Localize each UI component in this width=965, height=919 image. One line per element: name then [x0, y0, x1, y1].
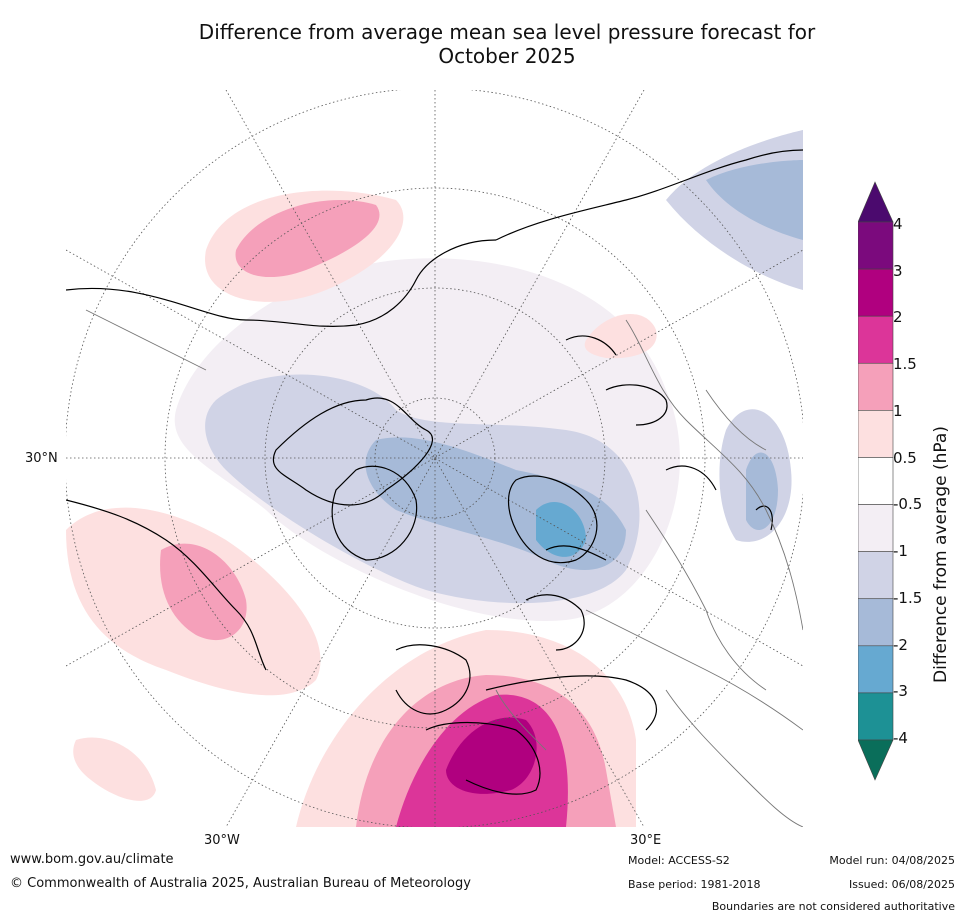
latitude-label: 30°N	[25, 451, 58, 466]
colorbar	[857, 180, 958, 785]
colorbar-tick: 0.5	[893, 449, 917, 467]
colorbar-segment	[857, 315, 894, 364]
negative-anomaly-fields	[174, 130, 803, 621]
colorbar-tick: 4	[893, 215, 903, 233]
colorbar-segment	[857, 221, 894, 270]
colorbar-svg	[857, 181, 894, 781]
colorbar-segment	[857, 551, 894, 600]
polar-map	[66, 90, 803, 827]
map-title: Difference from average mean sea level p…	[150, 20, 864, 68]
longitude-label-east: 30°E	[630, 833, 662, 848]
colorbar-tick: 3	[893, 262, 903, 280]
colorbar-segments	[857, 221, 894, 741]
graticule	[66, 90, 803, 827]
colorbar-segment	[857, 598, 894, 647]
colorbar-tick: -1.5	[893, 589, 923, 607]
base-period-text: Base period: 1981-2018	[628, 878, 761, 891]
colorbar-segment	[857, 268, 894, 317]
colorbar-tick: 1.5	[893, 355, 917, 373]
colorbar-title: Difference from average (hPa)	[931, 426, 951, 683]
colorbar-segment	[857, 410, 894, 458]
copyright-text: © Commonwealth of Australia 2025, Austra…	[10, 876, 471, 891]
longitude-label-west: 30°W	[204, 833, 240, 848]
colorbar-bottom-arrow	[857, 739, 894, 781]
coastlines	[66, 149, 803, 795]
issued-text: Issued: 06/08/2025	[848, 878, 955, 891]
model-text: Model: ACCESS-S2	[628, 854, 730, 867]
disclaimer-text: Boundaries are not considered authoritat…	[711, 900, 955, 913]
colorbar-tick: -1	[893, 542, 908, 560]
colorbar-tick: -2	[893, 636, 908, 654]
colorbar-segment	[857, 645, 894, 694]
title-line-2: October 2025	[438, 44, 576, 68]
colorbar-tick: -4	[893, 729, 908, 747]
colorbar-top-arrow	[857, 181, 894, 223]
colorbar-segment	[857, 457, 894, 505]
website-link[interactable]: www.bom.gov.au/climate	[10, 852, 174, 867]
colorbar-tick: 2	[893, 308, 903, 326]
model-run-text: Model run: 04/08/2025	[829, 854, 955, 867]
colorbar-segment	[857, 504, 894, 552]
map-svg	[66, 90, 803, 827]
colorbar-tick: 1	[893, 402, 903, 420]
colorbar-segment	[857, 362, 894, 411]
country-boundaries	[85, 309, 803, 827]
colorbar-segment	[857, 692, 894, 741]
colorbar-tick: -0.5	[893, 495, 923, 513]
colorbar-tick: -3	[893, 682, 908, 700]
title-line-1: Difference from average mean sea level p…	[198, 20, 816, 44]
